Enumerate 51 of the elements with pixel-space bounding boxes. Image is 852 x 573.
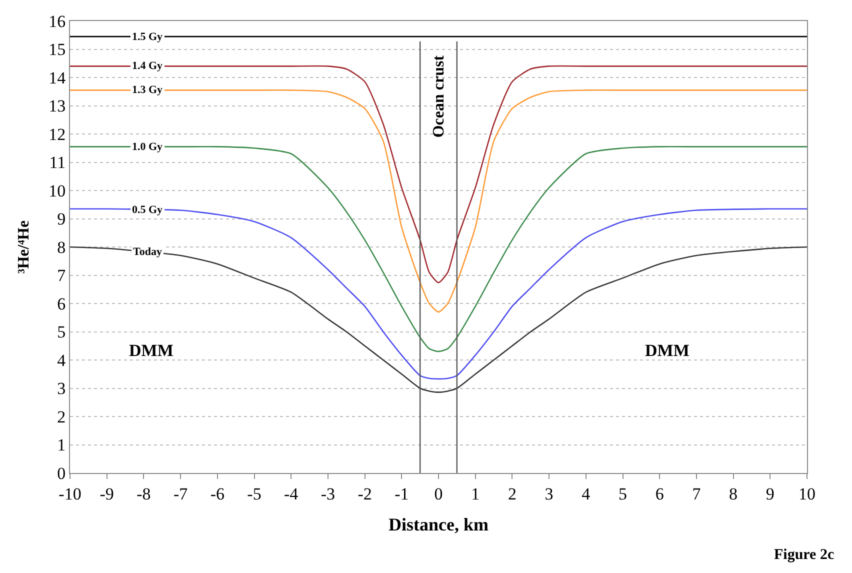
annotation: DMM xyxy=(129,341,174,360)
y-tick-label: 15 xyxy=(48,40,66,60)
y-tick-label: 4 xyxy=(57,350,66,370)
x-tick-label: 9 xyxy=(766,484,774,504)
y-tick-label: 10 xyxy=(48,181,66,200)
series-label: Today xyxy=(133,246,162,258)
x-tick-label: 0 xyxy=(434,484,443,504)
x-tick-label: -8 xyxy=(136,484,151,504)
x-tick-label: 1 xyxy=(471,484,480,504)
series-label: 1.3 Gy xyxy=(132,84,164,96)
x-tick-label: -6 xyxy=(210,484,224,504)
y-tick-label: 6 xyxy=(57,294,66,314)
x-tick-label: -2 xyxy=(358,484,372,504)
x-tick-label: 10 xyxy=(798,484,816,504)
x-tick-label: -9 xyxy=(100,484,114,504)
x-axis-title: Distance, km xyxy=(388,514,488,534)
y-tick-label: 16 xyxy=(48,12,66,31)
annotation: DMM xyxy=(645,341,690,360)
line-series xyxy=(70,246,807,393)
y-tick-label: 11 xyxy=(49,153,66,172)
y-tick-label: 14 xyxy=(48,68,66,88)
x-tick-label: -1 xyxy=(394,484,409,504)
x-tick-label: -3 xyxy=(320,484,336,504)
x-tick-label: -10 xyxy=(58,484,82,504)
y-tick-label: 12 xyxy=(48,124,66,144)
series-label: 0.5 Gy xyxy=(132,204,164,216)
x-tick-label: 6 xyxy=(655,484,664,504)
series-label: 1.5 Gy xyxy=(132,31,164,43)
x-tick-label: -5 xyxy=(247,484,262,504)
x-tick-label: 8 xyxy=(729,484,738,504)
y-tick-label: 2 xyxy=(57,407,66,426)
y-tick-label: 7 xyxy=(57,266,66,286)
x-tick-label: -7 xyxy=(173,484,188,504)
x-tick-label: 7 xyxy=(692,484,702,504)
y-tick-label: 8 xyxy=(57,238,66,257)
series-label: 1.0 Gy xyxy=(132,141,164,153)
y-axis-title: ³He/⁴He xyxy=(16,220,32,274)
y-tick-label: 13 xyxy=(48,96,66,116)
x-tick-label: 4 xyxy=(582,484,591,504)
x-tick-label: -4 xyxy=(284,484,299,504)
annotation: Ocean crust xyxy=(430,54,448,138)
caption: Figure 2c xyxy=(774,547,834,563)
y-tick-label: 9 xyxy=(57,210,66,229)
x-tick-label: 3 xyxy=(544,484,554,504)
y-tick-label: 0 xyxy=(57,464,66,483)
y-tick-label: 5 xyxy=(57,322,66,342)
series-label: 1.4 Gy xyxy=(132,60,164,72)
y-tick-label: 1 xyxy=(57,436,66,455)
y-tick-label: 3 xyxy=(57,379,66,398)
x-tick-label: 2 xyxy=(508,484,516,504)
x-tick-label: 5 xyxy=(618,484,627,504)
